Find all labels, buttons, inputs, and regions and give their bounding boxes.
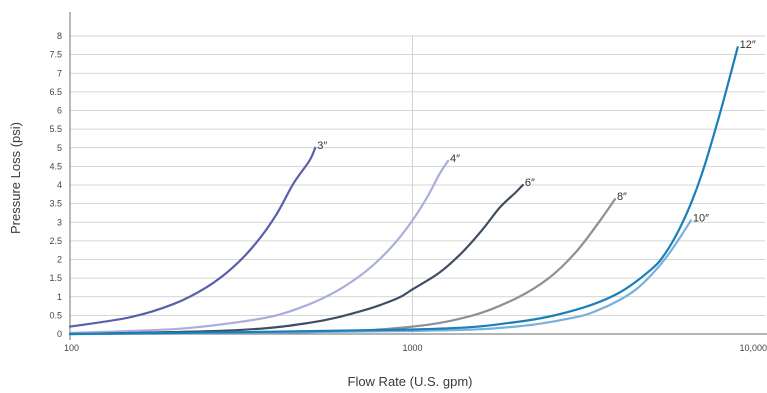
x-tick-label: 10,000 [739, 343, 767, 353]
series-line [68, 46, 739, 336]
series-group [68, 46, 739, 336]
series-end-label: 8″ [617, 191, 627, 203]
y-tick-label: 3 [57, 217, 62, 227]
x-axis-title: Flow Rate (U.S. gpm) [348, 374, 473, 389]
series-labels: 3″ 4″ 6″ 8″ 10″ 12″ [317, 39, 756, 224]
y-tick-label: 4.5 [49, 161, 62, 171]
y-tick-label: 2 [57, 255, 62, 265]
series-line [68, 159, 450, 334]
axes: 0 0.5 1 1.5 2 2.5 3 3.5 4 4.5 5 5.5 6 6.5 7 7.5 8 100 1000… [49, 12, 767, 353]
y-axis-title: Pressure Loss (psi) [8, 122, 23, 234]
series-line [68, 219, 692, 336]
series-end-label: 6″ [525, 177, 535, 189]
y-tick-label: 4 [57, 180, 62, 190]
y-tick-label: 7.5 [49, 50, 62, 60]
y-tick-label: 3.5 [49, 199, 62, 209]
y-tick-label: 5 [57, 143, 62, 153]
y-tick-label: 6 [57, 106, 62, 116]
series-end-label: 4″ [450, 153, 460, 165]
y-tick-label: 1 [57, 292, 62, 302]
y-tick-label: 6.5 [49, 87, 62, 97]
grid [70, 35, 765, 334]
y-tick-label: 0 [57, 329, 62, 339]
series-line [68, 198, 616, 336]
y-tick-label: 0.5 [49, 310, 62, 320]
y-tick-label: 8 [57, 31, 62, 41]
y-tick-label: 7 [57, 68, 62, 78]
series-end-label: 3″ [317, 140, 327, 152]
series-line [68, 183, 524, 336]
y-tick-label: 5.5 [49, 124, 62, 134]
x-tick-label: 1000 [402, 343, 422, 353]
x-tick-label: 100 [64, 343, 79, 353]
series-line [68, 146, 317, 328]
y-tick-label: 1.5 [49, 273, 62, 283]
series-end-label: 12″ [740, 39, 756, 51]
series-end-label: 10″ [693, 212, 709, 224]
y-tick-label: 2.5 [49, 236, 62, 246]
